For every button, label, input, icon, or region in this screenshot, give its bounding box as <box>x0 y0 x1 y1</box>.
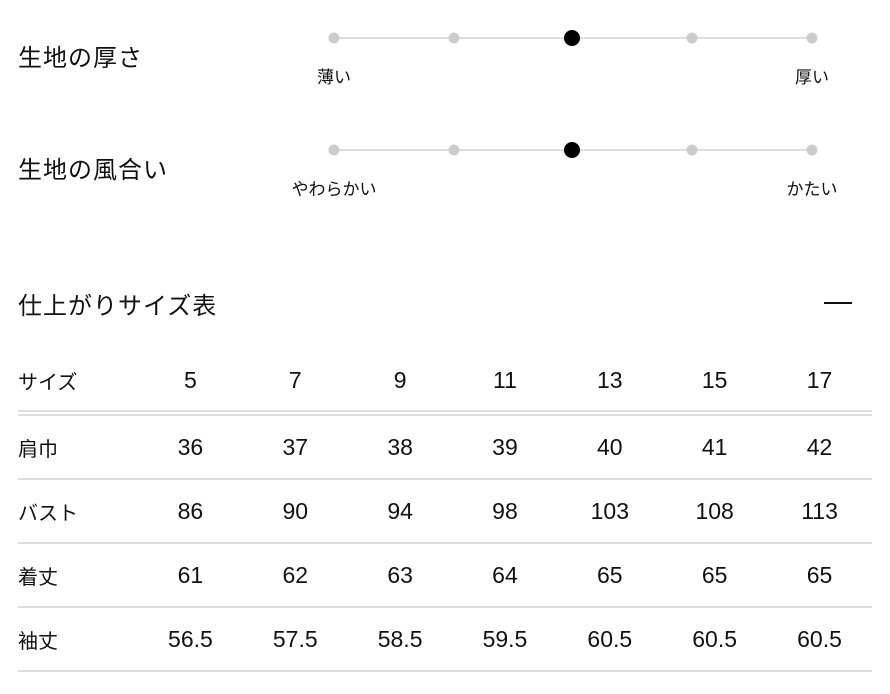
size-table: サイズ 5 7 9 11 13 15 17 肩巾 36 37 38 39 40 41 42 バスト 86 90 94 9… <box>18 350 872 672</box>
rating-title: 生地の厚さ <box>18 44 143 72</box>
table-cell: 40 <box>557 413 663 480</box>
table-cell: 7 <box>242 350 348 416</box>
table-cell: 94 <box>347 479 453 544</box>
table-cell: 41 <box>662 413 768 480</box>
table-cell: 58.5 <box>347 607 453 672</box>
rating-dot <box>806 32 818 44</box>
rating-title: 生地の風合い <box>18 156 168 184</box>
table-cell: 56.5 <box>138 607 243 672</box>
rating-dot <box>686 144 698 156</box>
table-cell: 11 <box>452 350 558 416</box>
rating-dot <box>328 32 340 44</box>
table-cell: 65 <box>557 543 663 608</box>
row-label: サイズ <box>18 350 138 416</box>
table-cell: 64 <box>452 543 558 608</box>
table-cell: 42 <box>767 413 872 480</box>
rating-max-label: かたい <box>786 180 838 200</box>
table-cell: 65 <box>662 543 768 608</box>
table-cell: 60.5 <box>557 607 663 672</box>
table-row: 袖丈 56.5 57.5 58.5 59.5 60.5 60.5 60.5 <box>18 607 872 672</box>
table-row: バスト 86 90 94 98 103 108 113 <box>18 479 872 544</box>
rating-dot <box>564 30 580 46</box>
rating-dot <box>448 144 460 156</box>
row-label: 袖丈 <box>18 607 138 672</box>
table-cell: 13 <box>557 350 663 416</box>
table-cell: 86 <box>138 479 243 544</box>
table-cell: 61 <box>138 543 243 608</box>
table-row: 着丈 61 62 63 64 65 65 65 <box>18 543 872 608</box>
table-cell: 98 <box>452 479 558 544</box>
rating-min-label: やわらかい <box>291 180 377 200</box>
table-cell: 39 <box>452 413 558 480</box>
size-table-title: 仕上がりサイズ表 <box>18 292 218 320</box>
table-cell: 62 <box>242 543 348 608</box>
table-cell: 65 <box>767 543 872 608</box>
rating-min-label: 薄い <box>317 68 351 88</box>
table-cell: 60.5 <box>767 607 872 672</box>
table-cell: 9 <box>347 350 453 416</box>
rating-dot <box>686 32 698 44</box>
table-header-row: サイズ 5 7 9 11 13 15 17 <box>18 350 872 416</box>
rating-dot <box>806 144 818 156</box>
rating-dot <box>328 144 340 156</box>
table-cell: 63 <box>347 543 453 608</box>
table-cell: 15 <box>662 350 768 416</box>
minus-icon[interactable] <box>824 302 852 304</box>
table-cell: 60.5 <box>662 607 768 672</box>
rating-dot <box>448 32 460 44</box>
rating-max-label: 厚い <box>795 68 829 88</box>
table-cell: 113 <box>767 479 872 544</box>
table-cell: 38 <box>347 413 453 480</box>
table-cell: 90 <box>242 479 348 544</box>
table-cell: 59.5 <box>452 607 558 672</box>
table-cell: 57.5 <box>242 607 348 672</box>
table-cell: 17 <box>767 350 872 416</box>
row-label: 肩巾 <box>18 413 138 480</box>
rating-dot <box>564 142 580 158</box>
table-cell: 5 <box>138 350 243 416</box>
table-cell: 36 <box>138 413 243 480</box>
row-label: 着丈 <box>18 543 138 608</box>
row-label: バスト <box>18 479 138 544</box>
table-cell: 37 <box>242 413 348 480</box>
table-cell: 103 <box>557 479 663 544</box>
table-cell: 108 <box>662 479 768 544</box>
table-row: 肩巾 36 37 38 39 40 41 42 <box>18 413 872 480</box>
